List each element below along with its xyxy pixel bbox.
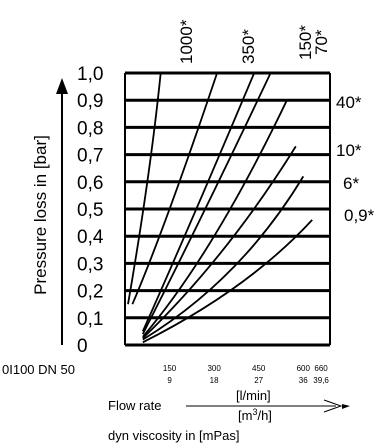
x-axis-title: Flow rate bbox=[108, 398, 161, 413]
unit-m3h-tail: /h] bbox=[257, 408, 271, 423]
viscosity-label: dyn viscosity in [mPas] bbox=[108, 428, 240, 443]
x-tick-lmin: 660 bbox=[314, 364, 328, 373]
y-tick-labels: 0 0,1 0,2 0,3 0,4 0,5 0,6 0,7 0,8 0,9 1,0 bbox=[77, 64, 104, 357]
series-label: 350* bbox=[239, 29, 258, 64]
unit-lmin-label: [l/min] bbox=[236, 388, 271, 403]
curve-150 bbox=[143, 73, 254, 331]
x-tick-m3h: 27 bbox=[254, 376, 263, 385]
y-tick-label: 1,0 bbox=[77, 64, 103, 85]
unit-m3h-base: [m bbox=[238, 408, 252, 423]
x-tick-lmin: 600 bbox=[297, 364, 311, 373]
y-axis-title: Pressure loss in [bar] bbox=[31, 135, 50, 295]
y-tick-label: 0 bbox=[77, 336, 88, 357]
series-label: 10* bbox=[336, 141, 362, 160]
curve-1000 bbox=[128, 73, 161, 304]
x-tick-m3h: 18 bbox=[210, 376, 219, 385]
series-label: 6* bbox=[343, 174, 359, 193]
unit-m3h-label: [m3/h] bbox=[238, 407, 272, 423]
curve-70 bbox=[143, 73, 271, 334]
series-label: 1000* bbox=[177, 19, 196, 64]
y-tick-label: 0,5 bbox=[77, 200, 103, 221]
x-tick-lmin: 300 bbox=[207, 364, 221, 373]
model-label: 0I100 DN 50 bbox=[2, 362, 75, 377]
y-tick-label: 0,6 bbox=[77, 173, 103, 194]
y-tick-label: 0,4 bbox=[77, 227, 104, 248]
x-tick-lmin: 450 bbox=[252, 364, 266, 373]
flow-arrow-tip bbox=[342, 404, 350, 409]
series-label: 0,9* bbox=[344, 206, 375, 225]
series-label: 40* bbox=[336, 93, 362, 112]
series-label: 70* bbox=[312, 29, 331, 55]
y-tick-label: 0,8 bbox=[77, 118, 103, 139]
y-tick-label: 0,9 bbox=[77, 91, 103, 112]
y-tick-label: 0,7 bbox=[77, 146, 103, 167]
y-axis-arrow-head bbox=[56, 78, 68, 94]
y-tick-label: 0,3 bbox=[77, 254, 103, 275]
x-tick-m3h: 36 bbox=[299, 376, 308, 385]
x-tick-m3h: 39,6 bbox=[313, 376, 329, 385]
x-tick-lmin: 150 bbox=[163, 364, 177, 373]
y-tick-label: 0,1 bbox=[77, 309, 103, 330]
x-tick-labels: 150 300 450 600 660 9 18 27 36 39,6 bbox=[163, 364, 330, 385]
y-tick-label: 0,2 bbox=[77, 282, 103, 303]
x-tick-m3h: 9 bbox=[167, 376, 172, 385]
